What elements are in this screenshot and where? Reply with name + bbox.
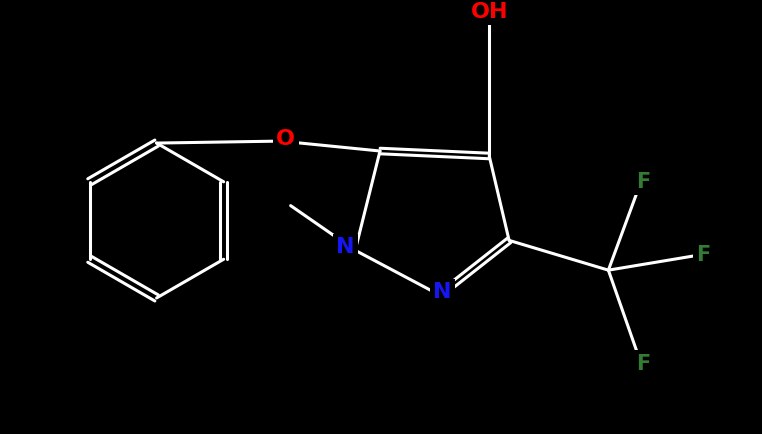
Text: F: F [636,172,650,192]
Text: OH: OH [470,2,508,22]
Text: N: N [336,237,354,257]
Text: F: F [696,245,711,265]
Text: O: O [276,129,295,149]
Text: F: F [636,354,650,374]
Text: N: N [434,282,452,302]
